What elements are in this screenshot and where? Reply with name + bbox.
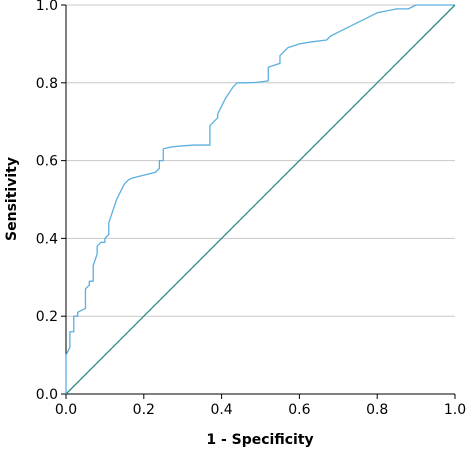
reference-diagonal-line [66, 5, 455, 394]
y-tick-label-1: 0.2 [36, 309, 58, 325]
y-tick-label-4: 0.8 [36, 76, 58, 92]
x-tick-label-2: 0.4 [210, 402, 232, 418]
x-tick-label-1: 0.2 [133, 402, 155, 418]
y-tick-label-3: 0.6 [36, 154, 58, 170]
x-tick-label-0: 0.0 [55, 402, 77, 418]
gridlines [66, 5, 455, 316]
x-tick-label-4: 0.8 [366, 402, 388, 418]
series-lines [66, 5, 455, 394]
x-tick-label-3: 0.6 [288, 402, 310, 418]
y-tick-label-5: 1.0 [36, 0, 58, 14]
x-tick-label-5: 1.0 [444, 402, 466, 418]
x-axis-title: 1 - Specificity [206, 432, 313, 448]
y-tick-label-2: 0.4 [36, 231, 58, 247]
y-tick-label-0: 0.0 [36, 387, 58, 403]
y-axis-title: Sensitivity [4, 157, 20, 241]
